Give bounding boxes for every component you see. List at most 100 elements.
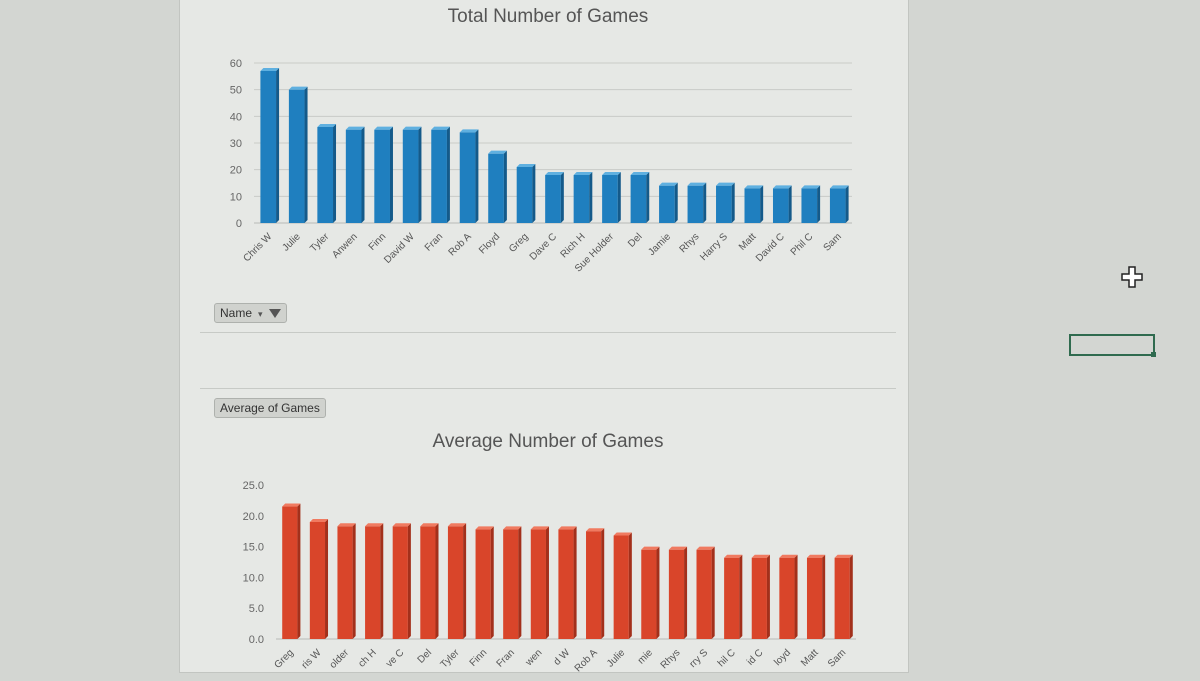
bar[interactable] [641, 546, 660, 639]
bar-side [760, 185, 764, 223]
bar-side [545, 526, 549, 639]
bar[interactable] [516, 164, 536, 223]
bar[interactable] [503, 526, 522, 639]
bar[interactable] [447, 523, 467, 639]
y-tick-label: 0 [236, 218, 242, 230]
name-filter-label: Name [220, 306, 253, 320]
x-tick-label: Julie [605, 647, 628, 670]
x-tick-label: Floyd [477, 231, 502, 256]
y-tick-label: 20.0 [243, 511, 264, 523]
bar[interactable] [558, 526, 577, 639]
total-games-chart[interactable]: Total Number of Games 0 10 20 30 40 50 60 Chris… [200, 0, 896, 333]
bar[interactable] [530, 526, 549, 639]
name-filter-button[interactable]: Name ▾ [214, 303, 287, 323]
bar[interactable] [365, 523, 384, 639]
bar[interactable] [687, 182, 707, 223]
bar[interactable] [475, 526, 494, 639]
bar-top [447, 523, 467, 527]
bar[interactable] [288, 86, 308, 223]
bar[interactable] [317, 124, 337, 223]
bar[interactable] [545, 172, 564, 223]
x-tick-label: Julie [281, 231, 304, 254]
bar[interactable] [431, 126, 450, 223]
bar-top [806, 554, 826, 558]
y-tick-label: 40 [230, 111, 242, 123]
bar-side [788, 185, 792, 223]
bar-front [801, 188, 818, 223]
selected-cell[interactable] [1069, 334, 1155, 356]
bar[interactable] [573, 172, 593, 223]
bar[interactable] [668, 546, 688, 639]
bar[interactable] [420, 523, 439, 639]
bar-top [402, 126, 422, 130]
bar-side [684, 546, 688, 639]
bar[interactable] [724, 554, 743, 639]
bar-top [573, 172, 593, 175]
x-tick-label: Sam [826, 647, 848, 669]
bar-front [687, 185, 704, 223]
bar[interactable] [801, 185, 821, 223]
bar[interactable] [309, 518, 329, 639]
bar-front [724, 557, 740, 639]
bar[interactable] [602, 172, 621, 223]
average-games-chart[interactable]: Average of Games Average Number of Games… [200, 388, 896, 674]
bar-top [696, 546, 715, 550]
average-of-games-field-button[interactable]: Average of Games [214, 398, 326, 418]
bar[interactable] [459, 129, 479, 223]
x-tick-label: ch H [356, 647, 378, 669]
x-tick-label: Phil C [789, 231, 816, 258]
bar[interactable] [696, 546, 715, 639]
x-tick-label: Anwen [330, 231, 359, 260]
bar-side [703, 182, 707, 223]
x-tick-label: Rob A [573, 647, 600, 674]
bar-top [459, 129, 479, 133]
bar[interactable] [779, 554, 798, 639]
bar[interactable] [337, 523, 356, 639]
x-tick-label: Tyler [308, 231, 332, 255]
bar[interactable] [260, 68, 280, 223]
bar-side [389, 126, 393, 223]
bar-front [345, 129, 362, 223]
bar[interactable] [829, 185, 849, 223]
bar[interactable] [630, 172, 650, 223]
bar-front [431, 129, 447, 223]
bar[interactable] [586, 528, 605, 639]
x-tick-label: hil C [716, 647, 738, 669]
bar[interactable] [772, 185, 792, 223]
bar[interactable] [751, 554, 770, 639]
bar[interactable] [716, 182, 735, 223]
bar-top [613, 532, 632, 536]
bar-front [573, 175, 590, 223]
bar[interactable] [488, 150, 507, 223]
bar-front [558, 529, 574, 639]
bar[interactable] [374, 126, 393, 223]
bar[interactable] [834, 554, 853, 639]
x-tick-label: wen [523, 647, 544, 668]
bar-side [380, 523, 384, 639]
bar[interactable] [282, 503, 301, 639]
bar[interactable] [659, 182, 678, 223]
bar[interactable] [806, 554, 826, 639]
bar[interactable] [402, 126, 422, 223]
bar-top [545, 172, 564, 175]
fill-handle[interactable] [1151, 352, 1156, 357]
x-tick-label: Del [626, 231, 644, 249]
bar-front [260, 71, 277, 223]
bar-side [532, 164, 536, 223]
bar-top [260, 68, 280, 71]
bar-top [309, 518, 329, 522]
bar-top [420, 523, 439, 527]
x-tick-label: Fran [423, 231, 445, 253]
bar[interactable] [345, 126, 365, 223]
x-tick-label: Tyler [439, 647, 463, 671]
x-tick-label: Greg [507, 231, 531, 255]
bar[interactable] [613, 532, 632, 639]
x-tick-label: David C [754, 231, 787, 264]
bar-top [337, 523, 356, 527]
bar-front [365, 526, 381, 639]
bar-top [392, 523, 411, 527]
dropdown-arrow-icon: ▾ [258, 309, 263, 319]
y-tick-label: 15.0 [243, 542, 264, 554]
bar[interactable] [744, 185, 764, 223]
bar[interactable] [392, 523, 411, 639]
